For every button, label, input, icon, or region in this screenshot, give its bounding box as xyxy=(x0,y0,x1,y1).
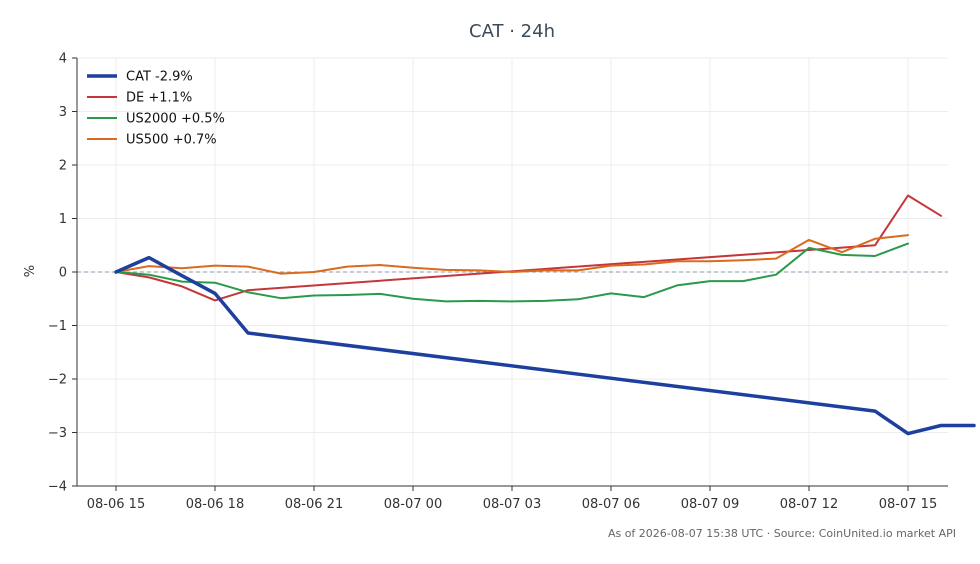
chart-title: CAT · 24h xyxy=(469,21,555,42)
x-tick-label: 08-07 09 xyxy=(681,497,739,512)
x-tick-label: 08-06 21 xyxy=(285,497,343,512)
x-tick-label: 08-07 15 xyxy=(879,497,937,512)
x-tick-label: 08-06 18 xyxy=(186,497,244,512)
y-axis-label: % xyxy=(23,265,38,277)
x-tick-label: 08-07 00 xyxy=(384,497,442,512)
x-tick-label: 08-07 12 xyxy=(780,497,838,512)
series-line-de xyxy=(115,194,942,302)
y-tick-label: 1 xyxy=(59,212,67,227)
legend-label: CAT -2.9% xyxy=(126,70,193,85)
y-tick-label: 0 xyxy=(59,266,67,281)
legend-label: DE +1.1% xyxy=(126,91,192,106)
x-tick-label: 08-07 06 xyxy=(582,497,640,512)
x-tick-label: 08-07 03 xyxy=(483,497,541,512)
series-layer xyxy=(114,194,976,436)
y-tick-label: 4 xyxy=(59,52,67,67)
series-line-us2000 xyxy=(115,242,909,303)
y-tick-label: −2 xyxy=(48,373,67,388)
series-line-cat xyxy=(114,255,976,436)
source-footer: As of 2026-08-07 15:38 UTC · Source: Coi… xyxy=(608,527,956,540)
x-tick-label: 08-06 15 xyxy=(87,497,145,512)
legend-label: US2000 +0.5% xyxy=(126,112,225,127)
y-tick-label: −3 xyxy=(48,426,67,441)
y-tick-label: −1 xyxy=(48,319,67,334)
y-tick-label: −4 xyxy=(48,480,67,495)
legend-label: US500 +0.7% xyxy=(126,133,217,148)
series-line-us500 xyxy=(115,234,909,275)
y-tick-label: 2 xyxy=(59,159,67,174)
axis-layer: 4 3 2 1 0 −1 −2 −3 −4 08-06 15 08-06 18 08-06 21 08-… xyxy=(48,52,948,512)
legend: CAT -2.9% DE +1.1% US2000 +0.5% US500 +0.7% xyxy=(87,70,225,148)
y-tick-label: 3 xyxy=(59,105,67,120)
